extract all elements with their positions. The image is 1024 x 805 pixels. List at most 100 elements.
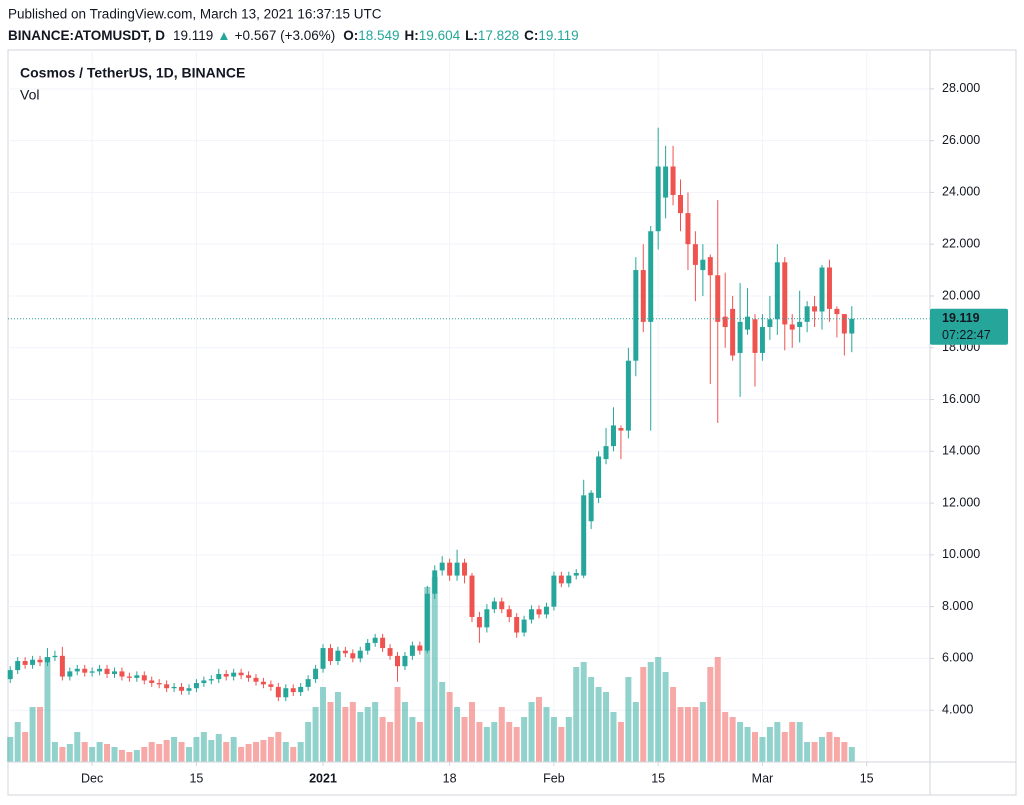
candle-body	[663, 166, 669, 198]
volume-bar	[312, 707, 319, 762]
x-tick-label: 15	[860, 771, 874, 785]
candle-body	[543, 606, 549, 615]
candle-body	[260, 681, 266, 685]
volume-bar	[804, 742, 811, 762]
candle-body	[305, 679, 311, 687]
volume-bar	[655, 657, 662, 762]
candle-body	[618, 428, 624, 431]
candle-body	[342, 650, 348, 654]
volume-bar	[483, 727, 490, 762]
candle-body	[22, 661, 28, 665]
volume-bar	[751, 732, 758, 762]
x-tick-label: Mar	[752, 771, 774, 785]
candle-body	[536, 609, 542, 615]
candle-body	[566, 575, 572, 584]
volume-bar	[193, 737, 200, 762]
candle-body	[826, 267, 832, 309]
candle-body	[409, 645, 415, 656]
y-tick-label: 28.000	[942, 81, 980, 95]
volume-bar	[580, 662, 587, 762]
candle-body	[648, 231, 654, 322]
volume-bar	[707, 667, 714, 762]
volume-bar	[789, 722, 796, 762]
candle-body	[514, 617, 520, 633]
candle-body	[104, 668, 110, 674]
candle-body	[44, 657, 50, 663]
volume-bar	[327, 702, 334, 762]
candle-body	[223, 673, 229, 677]
ohlc-value: 18.549	[358, 28, 399, 43]
volume-bar	[759, 737, 766, 762]
volume-bar	[290, 747, 297, 762]
candle-body	[395, 655, 401, 667]
candle-body	[767, 319, 773, 328]
candle-body	[126, 676, 132, 678]
volume-bar	[603, 692, 610, 762]
volume-bar	[588, 677, 595, 762]
volume-bar	[811, 742, 818, 762]
candle-body	[759, 327, 765, 353]
volume-bar	[744, 727, 751, 762]
candle-body	[275, 686, 281, 698]
candle-body	[700, 259, 706, 271]
volume-bar	[610, 712, 617, 762]
candle-body	[283, 688, 289, 698]
x-tick-label: Feb	[543, 771, 565, 785]
candle-body	[558, 575, 564, 584]
volume-bar	[848, 747, 855, 762]
candle-body	[231, 672, 237, 677]
volume-bar	[841, 742, 848, 762]
candle-body	[670, 166, 676, 195]
volume-bar	[491, 722, 498, 762]
candle-body	[678, 194, 684, 214]
last-price-label: 19.119	[942, 311, 980, 325]
candle-body	[849, 318, 855, 334]
volume-bar	[59, 747, 66, 762]
candle-body	[581, 495, 587, 576]
volume-bar	[163, 740, 170, 762]
ohlc-value: 17.828	[478, 28, 519, 43]
candle-body	[692, 244, 698, 265]
y-tick-label: 12.000	[942, 495, 980, 509]
candle-body	[208, 679, 214, 681]
volume-bar	[364, 707, 371, 762]
volume-bar	[334, 692, 341, 762]
volume-bar	[156, 744, 163, 762]
volume-bar	[74, 732, 81, 762]
candle-body	[521, 619, 527, 633]
y-tick-label: 16.000	[942, 392, 980, 406]
volume-bar	[29, 707, 36, 762]
volume-bar	[781, 732, 788, 762]
candle-body	[290, 688, 296, 693]
candle-body	[15, 661, 21, 671]
change: +0.567 (+3.06%)	[235, 28, 336, 43]
candle-body	[603, 446, 609, 460]
volume-bar	[595, 687, 602, 762]
candle-body	[506, 609, 512, 618]
candle-body	[74, 668, 80, 672]
volume-bar	[7, 737, 14, 762]
candle-body	[134, 675, 140, 678]
y-tick-label: 10.000	[942, 547, 980, 561]
volume-bar	[37, 707, 44, 762]
candle-body	[193, 683, 199, 689]
candle-body	[722, 316, 728, 328]
symbol: BINANCE:ATOMUSDT, D	[8, 28, 165, 43]
candle-body	[37, 659, 43, 663]
volume-bar	[185, 747, 192, 762]
volume-bar	[126, 752, 133, 762]
candle-body	[752, 319, 758, 353]
candle-body	[439, 562, 445, 571]
candle-body	[737, 321, 743, 353]
volume-bar	[409, 717, 416, 762]
volume-bar	[632, 702, 639, 762]
candle-body	[357, 650, 363, 659]
volume-bar	[372, 702, 379, 762]
volume-bar	[141, 747, 148, 762]
ohlc-value: 19.604	[419, 28, 461, 43]
candle-body	[588, 492, 594, 522]
volume-bar	[275, 732, 282, 762]
candle-body	[707, 257, 713, 276]
candle-body	[67, 671, 73, 677]
candle-body	[335, 650, 341, 662]
